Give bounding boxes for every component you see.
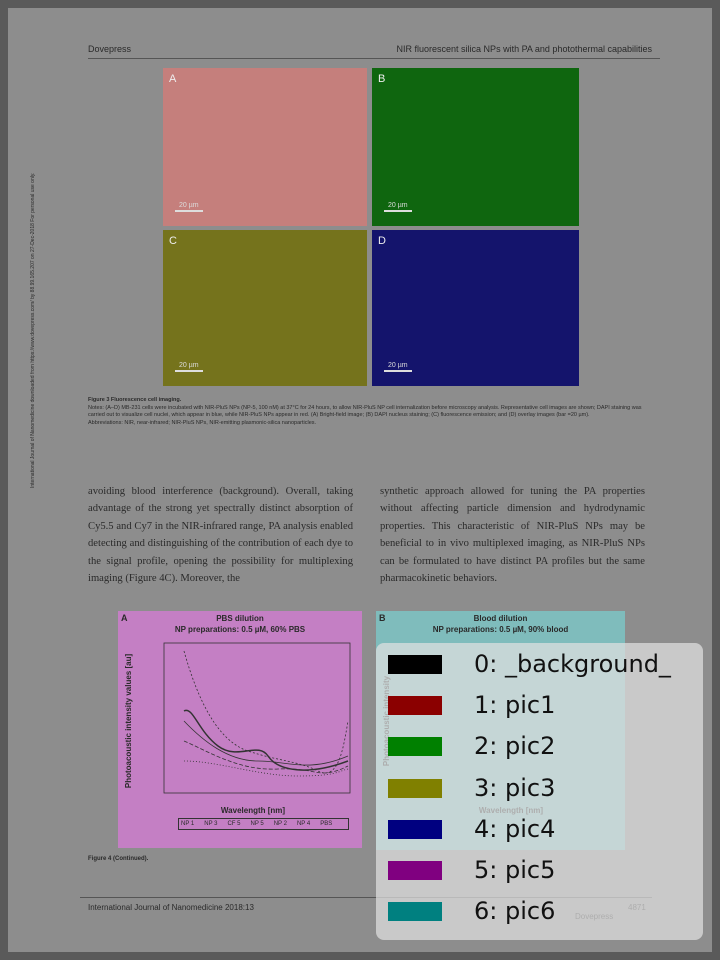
swatch — [388, 819, 442, 839]
figure-caption: Figure 3 Fluorescence cell imaging. Note… — [88, 397, 654, 427]
scale-bar: 20 µm — [384, 202, 412, 212]
panel-label: B — [379, 613, 386, 623]
legend-label: 1: pic1 — [474, 691, 556, 719]
legend-row: 1: pic1 — [388, 690, 555, 720]
legend-label: 5: pic5 — [474, 856, 556, 884]
legend-entry: PBS — [320, 821, 333, 827]
curves — [183, 650, 349, 777]
chart-title: Blood dilution — [473, 614, 528, 623]
side-note: International Journal of Nanomedicine do… — [30, 172, 36, 488]
image-panel: A 20 µm — [163, 68, 367, 226]
legend-row: 2: pic2 — [388, 731, 555, 761]
footer-left: International Journal of Nanomedicine 20… — [88, 903, 254, 912]
chart-title: PBS dilution — [216, 614, 264, 623]
legend-label: 2: pic2 — [474, 732, 556, 760]
x-axis-label: Wavelength [nm] — [220, 806, 286, 815]
curve — [183, 760, 349, 777]
legend-entry: NP 3 — [204, 821, 218, 827]
swatch — [388, 901, 442, 921]
panel-label: A — [121, 613, 128, 623]
chart-legend: NP 1 NP 3 CF 5 NP 5 NP 2 NP 4 PBS — [178, 818, 349, 830]
segmentation-legend: 0: _background_ 1: pic1 2: pic2 3: pic3 … — [376, 643, 703, 940]
panel-label: D — [378, 235, 386, 247]
swatch — [388, 736, 442, 756]
y-axis-label: Photoacoustic intensity values [au] — [124, 653, 133, 789]
chart-panel: A PBS dilution NP preparations: 0.5 µM, … — [118, 611, 362, 848]
chart-subtitle: NP preparations: 0.5 µM, 60% PBS — [174, 625, 306, 634]
body-column: avoiding blood interference (background)… — [88, 486, 353, 585]
curve — [183, 740, 349, 774]
legend-label: 6: pic6 — [474, 897, 556, 925]
legend-entry: NP 2 — [273, 821, 287, 827]
header-right: NIR fluorescent silica NPs with PA and p… — [396, 44, 652, 54]
swatch — [388, 695, 442, 715]
legend-entry: NP 1 — [181, 821, 195, 827]
scale-bar: 20 µm — [175, 202, 203, 212]
legend-row: 3: pic3 — [388, 773, 555, 803]
legend-label: 0: _background_ — [474, 650, 671, 678]
header-left: Dovepress — [88, 44, 132, 54]
body-column: synthetic approach allowed for tuning th… — [380, 486, 645, 585]
panel-label: A — [169, 73, 177, 85]
plot — [163, 642, 351, 794]
caption-abbreviations: Abbreviations: NIR, near-infrared; NIR-P… — [88, 419, 317, 426]
figure-caption: Figure 4 (Continued). — [88, 856, 149, 862]
legend-row: 4: pic4 — [388, 814, 555, 844]
swatch — [388, 778, 442, 798]
image-panel: C 20 µm — [163, 230, 367, 386]
chart-subtitle: NP preparations: 0.5 µM, 90% blood — [432, 625, 569, 634]
legend-entry: NP 5 — [250, 821, 264, 827]
plot-frame — [163, 642, 351, 794]
legend-entry: CF 5 — [227, 821, 241, 827]
footer-rule — [80, 897, 652, 898]
swatch — [388, 654, 442, 674]
scale-bar: 20 µm — [175, 362, 203, 372]
legend-label: 3: pic3 — [474, 774, 556, 802]
curve — [183, 720, 349, 766]
image-panel: B 20 µm — [372, 68, 579, 226]
header-rule — [88, 58, 660, 59]
panel-label: B — [378, 73, 386, 85]
panel-label: C — [169, 235, 177, 247]
legend-row: 0: _background_ — [388, 649, 671, 679]
curve — [183, 650, 349, 774]
legend-row: 6: pic6 — [388, 896, 555, 926]
swatch — [388, 860, 442, 880]
caption-title: Figure 3 Fluorescence cell imaging. — [88, 397, 182, 403]
caption-text: Notes: (A–D) MB-231 cells were incubated… — [88, 404, 642, 419]
legend-row: 5: pic5 — [388, 855, 555, 885]
scale-bar: 20 µm — [384, 362, 412, 372]
legend-label: 4: pic4 — [474, 815, 556, 843]
legend-entry: NP 4 — [296, 821, 311, 827]
image-panel: D 20 µm — [372, 230, 579, 386]
